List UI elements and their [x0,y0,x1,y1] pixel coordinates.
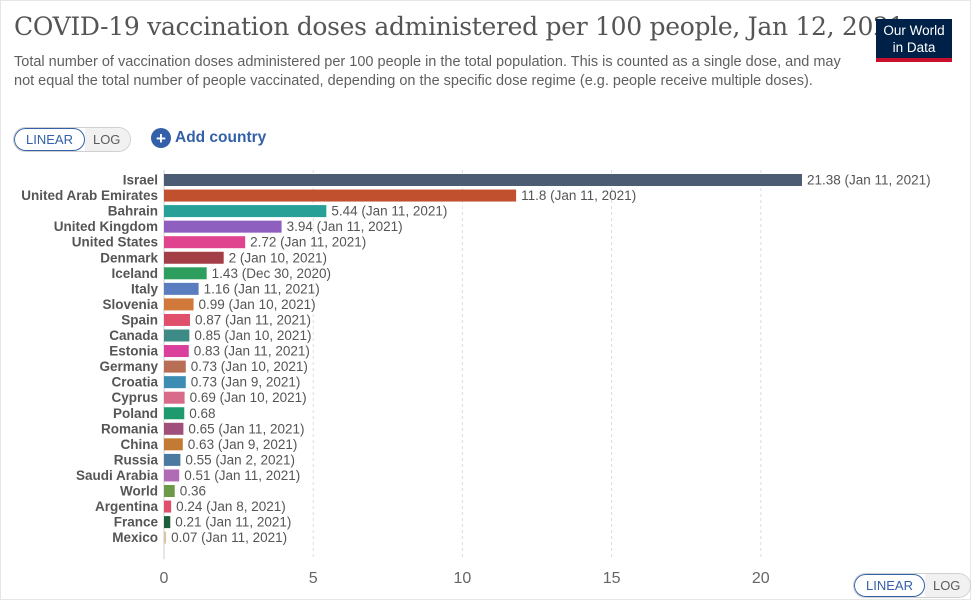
value-label: 0.69 (Jan 10, 2021) [190,390,307,405]
owid-logo[interactable]: Our World in Data [876,19,952,62]
x-tick-label: 15 [603,570,621,583]
bar-canada [164,329,190,342]
category-label: Spain [121,312,158,327]
plus-circle-icon: + [151,128,171,148]
category-label: World [120,484,158,499]
value-label: 11.8 (Jan 11, 2021) [521,188,636,203]
x-tick-label: 10 [454,570,472,583]
logo-line2: in Data [892,40,936,55]
bar-bahrain [164,205,327,218]
value-label: 1.16 (Jan 11, 2021) [204,281,320,296]
category-label: United States [72,235,158,250]
bar-poland [164,407,185,420]
bar-world [164,485,175,497]
value-label: 21.38 (Jan 11, 2021) [807,173,931,188]
bar-denmark [164,251,224,264]
bar-united-arab-emirates [164,189,517,202]
bar-germany [164,360,186,373]
log-scale-button-bottom[interactable]: LOG [924,574,971,597]
linear-scale-button-bottom[interactable]: LINEAR [854,574,925,597]
category-label: Argentina [95,499,158,514]
bar-united-states [164,236,246,249]
x-tick-label: 5 [309,570,318,583]
bar-china [164,438,183,451]
bar-italy [164,282,199,295]
add-country-button[interactable]: + Add country [151,128,266,148]
bar-mexico [164,531,167,544]
category-label: Slovenia [102,297,158,312]
category-label: United Kingdom [54,219,158,234]
category-label: Canada [109,328,158,343]
value-label: 3.94 (Jan 11, 2021) [287,219,403,234]
value-label: 0.63 (Jan 9, 2021) [188,437,298,452]
bar-chart: 0 5 10 15 20 Israel 21.38 (Jan 11, 2021) United… [21,170,931,583]
x-tick-label: 0 [160,570,169,583]
category-label: Iceland [111,266,158,281]
category-label: Poland [113,406,158,421]
bar-saudi-arabia [164,469,180,482]
chart-title: COVID-19 vaccination doses administered … [14,12,905,41]
value-label: 0.24 (Jan 8, 2021) [176,499,286,514]
bar-spain [164,313,190,326]
log-scale-button[interactable]: LOG [84,128,131,151]
value-label: 0.55 (Jan 2, 2021) [185,452,295,467]
category-label: Germany [99,359,158,374]
bar-cyprus [164,391,185,404]
bar-france [164,516,171,529]
value-label: 0.99 (Jan 10, 2021) [199,297,316,312]
category-label: Denmark [100,250,158,265]
bar-russia [164,453,181,466]
value-label: 0.87 (Jan 11, 2021) [195,312,311,327]
bar-argentina [164,500,172,513]
category-label: Bahrain [108,204,158,219]
value-label: 2 (Jan 10, 2021) [229,250,327,265]
add-country-label: Add country [175,129,267,146]
value-label: 1.43 (Dec 30, 2020) [212,266,331,281]
category-label: Croatia [111,375,158,390]
value-label: 5.44 (Jan 11, 2021) [331,204,447,219]
value-label: 0.21 (Jan 11, 2021) [175,515,291,530]
x-tick-label: 20 [752,570,770,583]
value-label: 0.68 [189,406,215,421]
value-label: 0.51 (Jan 11, 2021) [184,468,300,483]
value-label: 0.65 (Jan 11, 2021) [188,421,304,436]
bar-croatia [164,376,186,389]
category-label: France [114,515,159,530]
category-label: China [120,437,158,452]
bar-slovenia [164,298,194,311]
bar-iceland [164,267,207,280]
value-label: 0.73 (Jan 10, 2021) [191,359,308,374]
category-label: Romania [101,421,159,436]
category-label: Mexico [112,530,158,545]
category-label: Saudi Arabia [76,468,159,483]
logo-line1: Our World [883,23,945,38]
bar-united-kingdom [164,220,282,233]
category-label: Russia [114,452,159,467]
value-label: 0.83 (Jan 11, 2021) [194,344,310,359]
scale-toggle-top: LINEAR LOG [13,127,132,152]
bar-israel [164,174,802,186]
linear-scale-button[interactable]: LINEAR [14,128,85,151]
category-label: Italy [131,281,159,296]
bar-romania [164,422,184,435]
category-label: Estonia [109,344,158,359]
category-label: Cyprus [111,390,158,405]
value-label: 0.73 (Jan 9, 2021) [191,375,301,390]
value-label: 0.07 (Jan 11, 2021) [171,530,287,545]
category-label: United Arab Emirates [21,188,158,203]
bar-estonia [164,345,189,358]
category-label: Israel [123,173,158,188]
chart-subtitle: Total number of vaccination doses admini… [14,54,841,89]
value-label: 0.85 (Jan 10, 2021) [194,328,311,343]
value-label: 0.36 [180,484,206,499]
value-label: 2.72 (Jan 11, 2021) [250,235,366,250]
scale-toggle-bottom: LINEAR LOG [853,573,971,598]
